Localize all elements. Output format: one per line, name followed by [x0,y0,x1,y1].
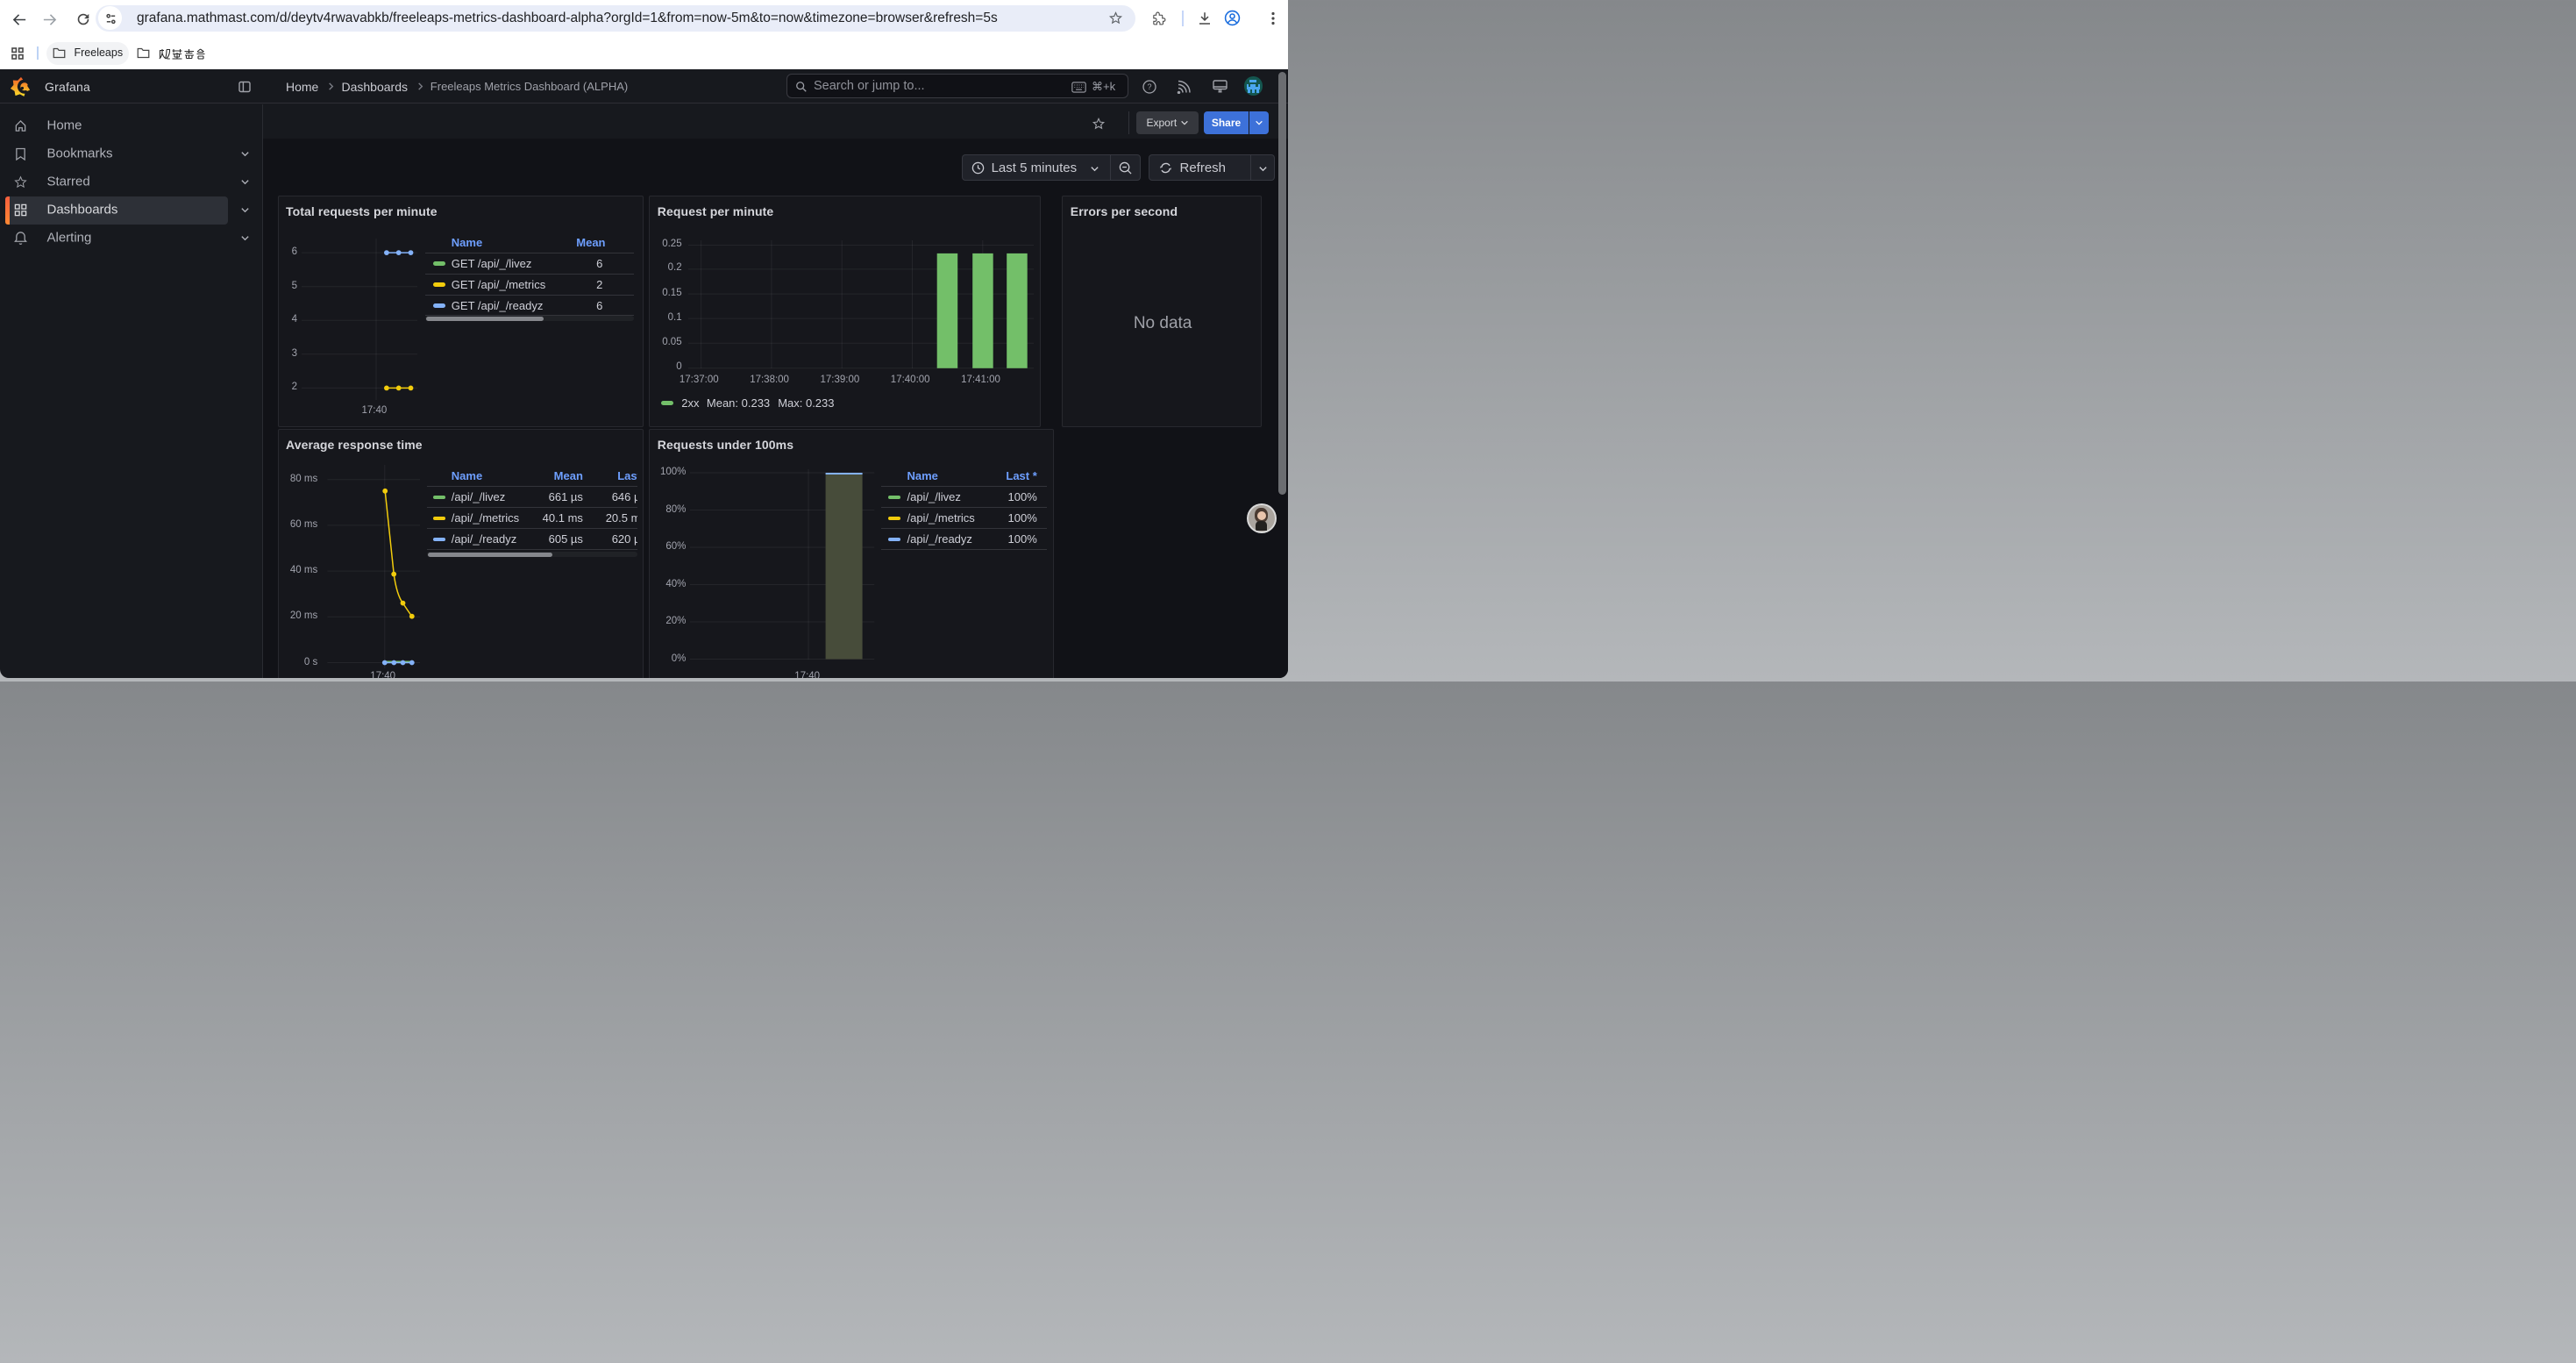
svg-text:?: ? [1147,82,1151,91]
